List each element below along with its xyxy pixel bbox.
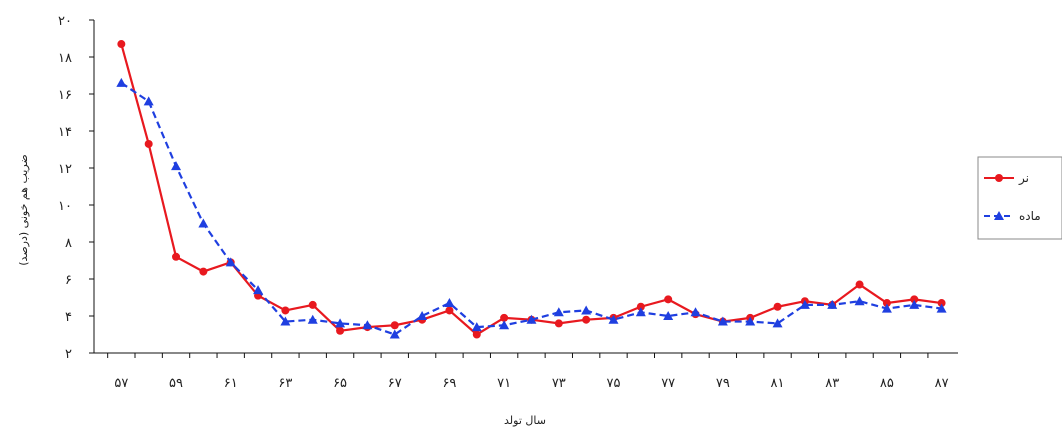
y-tick-label: ۸: [65, 236, 72, 251]
data-point-triangle: [827, 299, 838, 309]
data-point-triangle: [717, 316, 728, 326]
data-point-circle: [445, 306, 454, 315]
data-point-triangle: [663, 311, 674, 320]
data-point-triangle: [553, 307, 564, 317]
x-tick-label: ۶۹: [442, 376, 456, 391]
y-tick-label: ۲۰: [58, 14, 72, 29]
y-tick-label: ۱۴: [58, 125, 72, 140]
data-point-circle: [855, 280, 864, 289]
x-tick-label: ۵۹: [169, 376, 183, 391]
data-point-circle: [281, 306, 290, 315]
data-point-circle: [582, 315, 591, 324]
legend-item-female: ماده: [984, 209, 1041, 223]
x-tick-label: ۷۷: [661, 376, 675, 391]
data-point-triangle: [471, 322, 482, 332]
data-point-circle: [144, 139, 153, 148]
data-point-triangle: [253, 285, 264, 295]
legend-female-label: ماده: [1019, 209, 1041, 223]
x-tick-label: ۶۷: [388, 376, 402, 391]
data-point-triangle: [526, 314, 537, 324]
data-point-triangle: [745, 316, 756, 326]
legend-male-marker: [995, 174, 1003, 182]
data-point-triangle: [280, 316, 291, 326]
y-tick-label: ۶: [65, 273, 72, 288]
x-tick-label: ۶۵: [333, 376, 347, 391]
y-ticks: ۲ ۴ ۶ ۸ ۱۰ ۱۲ ۱۴ ۱۶ ۱۸ ۲۰: [58, 14, 94, 362]
legend-box: [977, 156, 1062, 240]
x-tick-label: ۷۹: [716, 376, 730, 391]
x-tick-label: ۷۱: [497, 376, 511, 391]
x-tick-label: ۸۳: [825, 376, 839, 391]
data-point-triangle: [909, 299, 920, 309]
y-tick-label: ۲: [65, 347, 72, 362]
data-point-triangle: [854, 296, 865, 306]
legend-item-male: نر: [984, 171, 1029, 186]
x-ticks: ۵۷ ۵۹ ۶۱ ۶۳ ۶۵ ۶۷ ۶۹ ۷۱ ۷۳ ۷۵ ۷۷ ۷۹ ۸۱ ۸۳ ۸۵ ۸۷: [107, 353, 949, 391]
data-point-circle: [172, 252, 181, 261]
legend-male-label: نر: [1018, 171, 1029, 186]
data-point-triangle: [116, 77, 127, 87]
data-point-circle: [664, 295, 673, 304]
data-point-triangle: [499, 320, 510, 330]
y-tick-label: ۴: [65, 310, 72, 325]
data-point-circle: [773, 302, 782, 311]
series-layer: [116, 40, 947, 339]
data-point-triangle: [335, 318, 346, 328]
x-axis-title: سال تولد: [504, 414, 546, 427]
data-point-triangle: [690, 307, 701, 317]
x-tick-label: ۶۱: [224, 376, 238, 391]
data-point-circle: [554, 319, 563, 328]
data-point-circle: [199, 267, 208, 276]
data-point-circle: [937, 299, 946, 308]
y-axis-title: ضریب هم خونی (درصد): [17, 154, 30, 266]
data-point-triangle: [581, 305, 592, 315]
x-tick-label: ۸۷: [935, 376, 949, 391]
data-point-triangle: [635, 307, 646, 317]
data-point-triangle: [171, 161, 182, 171]
x-tick-label: ۵۷: [114, 376, 128, 391]
data-point-circle: [882, 299, 891, 308]
data-point-triangle: [307, 314, 318, 324]
data-point-circle: [308, 300, 317, 309]
y-tick-label: ۱۲: [58, 162, 72, 177]
x-tick-label: ۷۵: [607, 376, 621, 391]
data-point-triangle: [198, 218, 209, 228]
x-tick-label: ۸۵: [880, 376, 894, 391]
data-point-triangle: [799, 299, 810, 309]
y-tick-label: ۱۸: [58, 51, 72, 66]
data-point-triangle: [417, 311, 428, 320]
x-tick-label: ۸۱: [771, 376, 785, 391]
data-point-triangle: [362, 320, 373, 330]
y-tick-label: ۱۶: [58, 88, 72, 103]
legend-female-marker: [994, 211, 1004, 220]
y-tick-label: ۱۰: [58, 199, 72, 214]
data-point-circle: [910, 295, 919, 304]
data-point-circle: [117, 40, 126, 49]
data-point-triangle: [444, 298, 455, 308]
data-point-circle: [390, 321, 399, 330]
data-point-triangle: [608, 314, 619, 324]
data-point-triangle: [143, 96, 154, 106]
data-point-triangle: [936, 303, 947, 313]
axes: [93, 20, 958, 354]
data-point-circle: [500, 313, 509, 322]
legend: نر ماده: [977, 156, 1062, 240]
data-point-triangle: [881, 303, 892, 313]
data-point-triangle: [772, 318, 783, 328]
data-point-circle: [636, 302, 645, 311]
series-line-0: [120, 43, 942, 336]
x-tick-label: ۷۳: [552, 376, 566, 391]
data-point-circle: [336, 326, 345, 335]
data-point-circle: [472, 330, 481, 339]
series-line-1: [120, 81, 942, 336]
x-tick-label: ۶۳: [278, 376, 292, 391]
data-point-triangle: [389, 329, 400, 339]
data-point-triangle: [225, 257, 236, 267]
